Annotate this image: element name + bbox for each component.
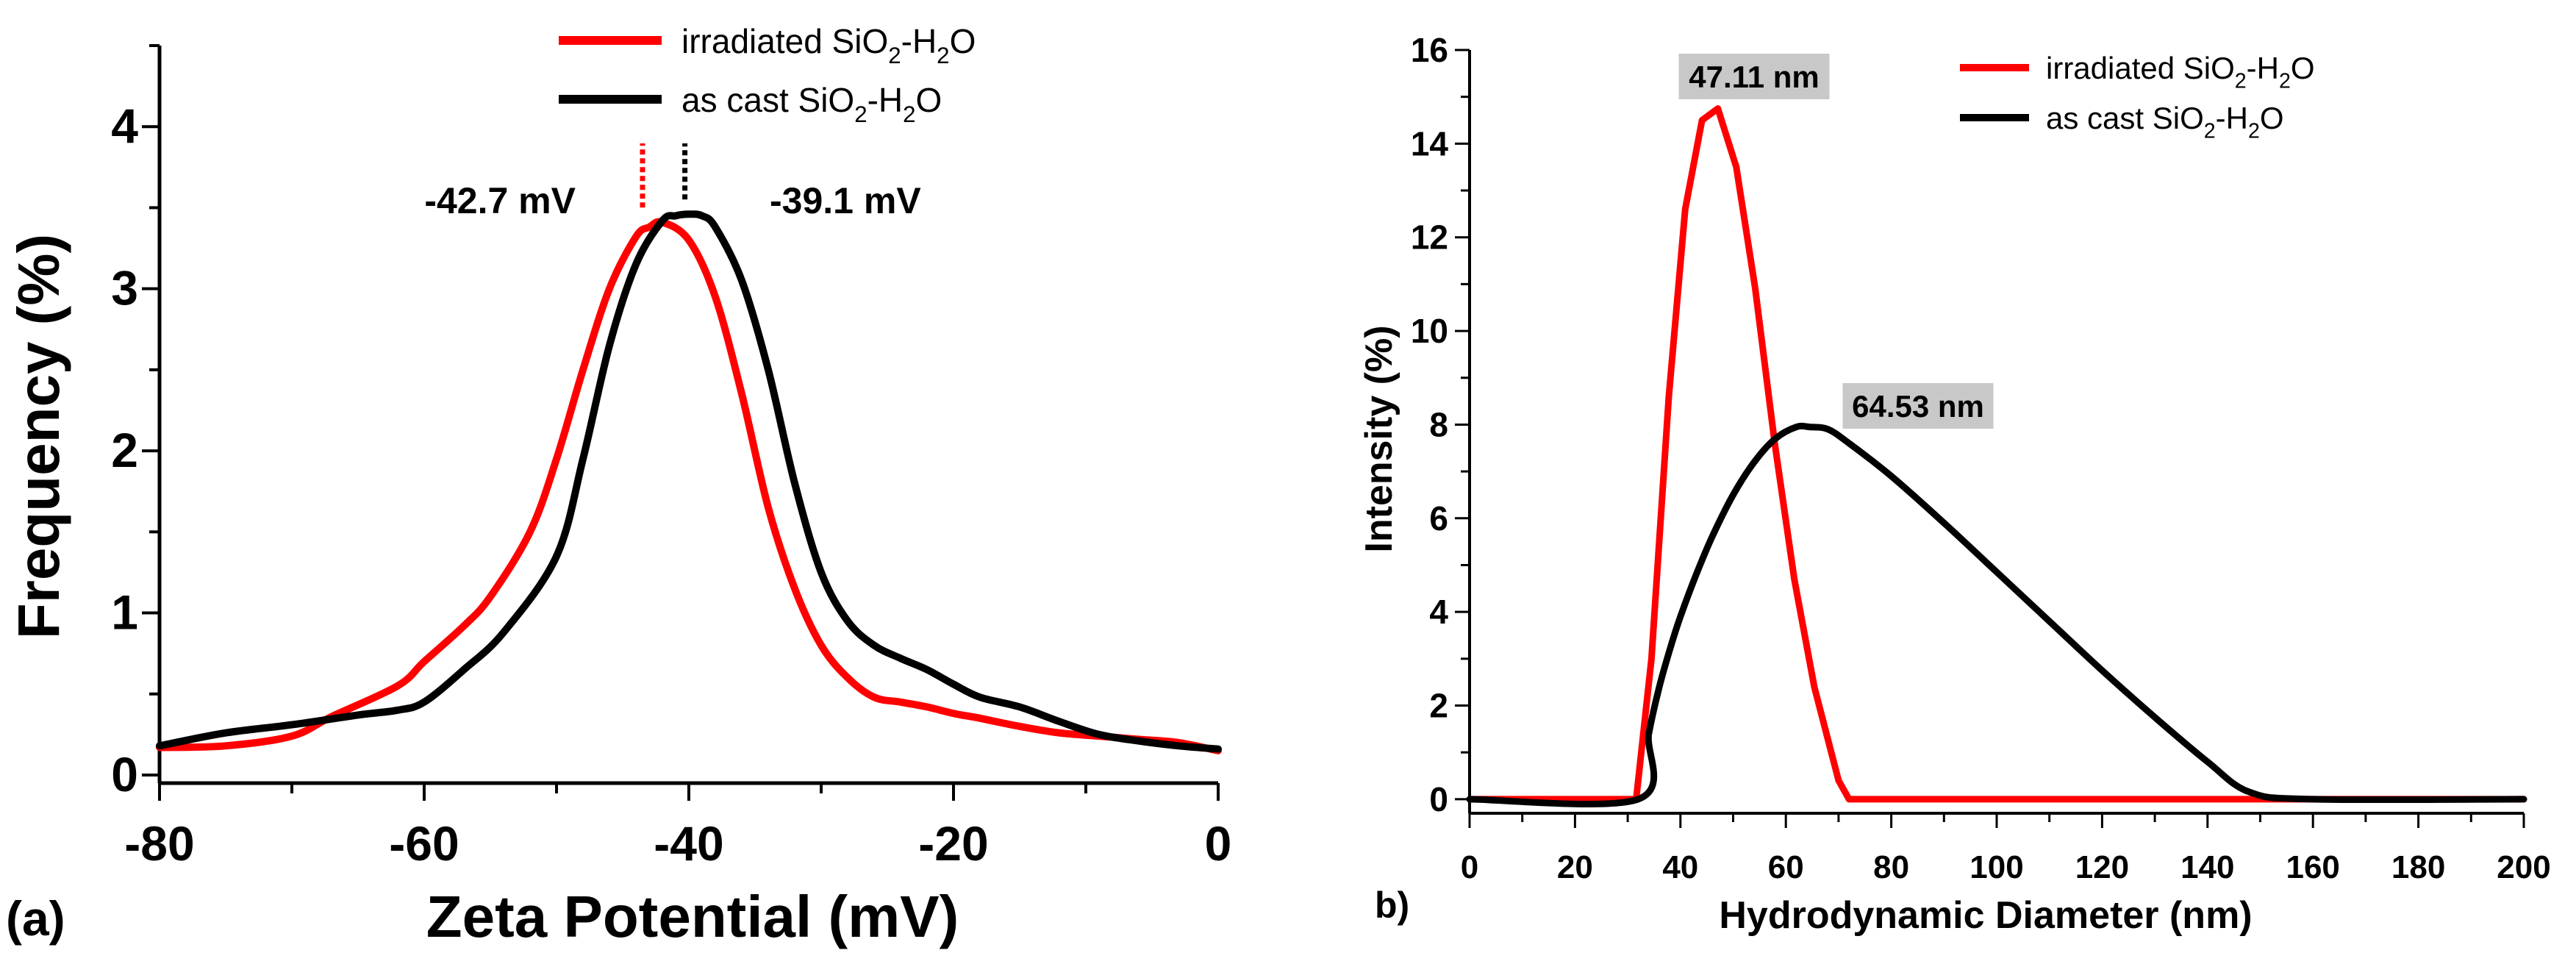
b-y-tick-label: 8 — [1429, 405, 1448, 443]
b-legend-name_mid-1: -H — [2216, 101, 2248, 135]
a-y-tick-label: 0 — [111, 747, 138, 801]
b-x-tick-label: 140 — [2180, 849, 2234, 885]
a-legend-name_end-0: O — [950, 22, 976, 60]
panel-a-zeta-potential-chart: -80 -60 -40 -20 0 0 1 2 3 4 Zeta Potential (mV) Fre… — [6, 22, 1231, 949]
b-legend-name_sub1-1: 2 — [2204, 120, 2216, 143]
b-x-tick-label: 160 — [2286, 849, 2339, 885]
a-legend-name_main-0: irradiated SiO — [681, 22, 888, 60]
a-legend-name_sub1-0: 2 — [888, 43, 901, 68]
panel-b-size-distribution-chart: 0 20 40 60 80 100 120 140 160 180 200 0 2 4 6 8 10 12 14 16… — [1358, 31, 2551, 937]
b-series-line-0 — [1466, 105, 2527, 803]
a-series-line-1 — [156, 210, 1222, 753]
b-legend-name_sub2-1: 2 — [2248, 120, 2260, 143]
b-y-tick-label: 4 — [1429, 593, 1448, 631]
b-x-tick-label: 20 — [1557, 849, 1593, 885]
b-y-tick-label: 2 — [1429, 687, 1448, 725]
a-legend-name_mid-0: -H — [901, 22, 937, 60]
b-peak-label-box-0 — [1678, 54, 1830, 99]
b-legend-name_end-0: O — [2291, 51, 2315, 85]
a-legend-name_sub2-1: 2 — [903, 101, 915, 127]
b-legend-name_main-1: as cast SiO — [2046, 101, 2204, 135]
b-x-tick-label: 40 — [1662, 849, 1698, 885]
b-y-tick-label: 10 — [1411, 312, 1448, 350]
b-legend-name_mid-0: -H — [2247, 51, 2279, 85]
a-peak-label-1: -39.1 mV — [770, 180, 921, 221]
a-peak-label-0: -42.7 mV — [424, 180, 576, 221]
b-x-tick-label: 60 — [1768, 849, 1804, 885]
a-y-tick-label: 3 — [111, 261, 138, 315]
b-legend-name_end-1: O — [2260, 101, 2284, 135]
b-y-tick-label: 16 — [1411, 31, 1448, 69]
a-legend-name_sub1-1: 2 — [854, 101, 867, 127]
b-x-tick-label: 100 — [1969, 849, 2023, 885]
b-x-tick-label: 80 — [1873, 849, 1909, 885]
a-legend-name_main-1: as cast SiO — [681, 81, 854, 119]
b-x-tick-label: 180 — [2391, 849, 2445, 885]
a-x-axis-title: Zeta Potential (mV) — [426, 884, 959, 949]
b-series-line-1 — [1466, 422, 2527, 808]
a-legend-label-1: as cast SiO2-H2O — [681, 81, 942, 127]
b-legend-name_sub1-0: 2 — [2235, 70, 2247, 93]
a-x-tick-label: -60 — [389, 816, 459, 871]
a-y-tick-label: 2 — [111, 423, 138, 477]
b-x-tick-label: 0 — [1461, 849, 1478, 885]
a-x-tick-label: 0 — [1205, 816, 1232, 871]
a-x-tick-label: -80 — [124, 816, 194, 871]
b-y-tick-label: 14 — [1411, 124, 1449, 163]
b-legend-label-1: as cast SiO2-H2O — [2046, 101, 2284, 143]
b-y-tick-label: 12 — [1411, 218, 1448, 257]
b-x-tick-label: 200 — [2497, 849, 2550, 885]
b-panel-label: b) — [1375, 885, 1409, 926]
b-legend-name_main-0: irradiated SiO — [2046, 51, 2235, 85]
a-legend-name_mid-1: -H — [867, 81, 904, 119]
a-panel-label: (a) — [6, 891, 65, 946]
b-y-tick-label: 6 — [1429, 499, 1448, 538]
b-peak-label-box-1 — [1842, 383, 1994, 429]
a-legend-name_sub2-0: 2 — [937, 43, 949, 68]
a-legend-label-0: irradiated SiO2-H2O — [681, 22, 976, 68]
a-legend-name_end-1: O — [916, 81, 942, 119]
b-y-axis-title: Intensity (%) — [1358, 325, 1400, 552]
b-legend-name_sub2-0: 2 — [2279, 70, 2291, 93]
a-series-line-0 — [156, 218, 1222, 754]
b-x-tick-label: 120 — [2075, 849, 2129, 885]
a-x-tick-label: -20 — [918, 816, 988, 871]
b-peak-label-1: 64.53 nm — [1852, 389, 1984, 424]
a-y-axis-title: Frequency (%) — [6, 234, 71, 639]
b-peak-label-0: 47.11 nm — [1689, 60, 1819, 94]
a-y-tick-label: 4 — [111, 99, 138, 153]
b-x-axis-title: Hydrodynamic Diameter (nm) — [1719, 894, 2252, 937]
a-x-tick-label: -40 — [654, 816, 723, 871]
b-legend-label-0: irradiated SiO2-H2O — [2046, 51, 2315, 93]
a-y-tick-label: 1 — [111, 585, 138, 640]
b-y-tick-label: 0 — [1429, 780, 1448, 818]
